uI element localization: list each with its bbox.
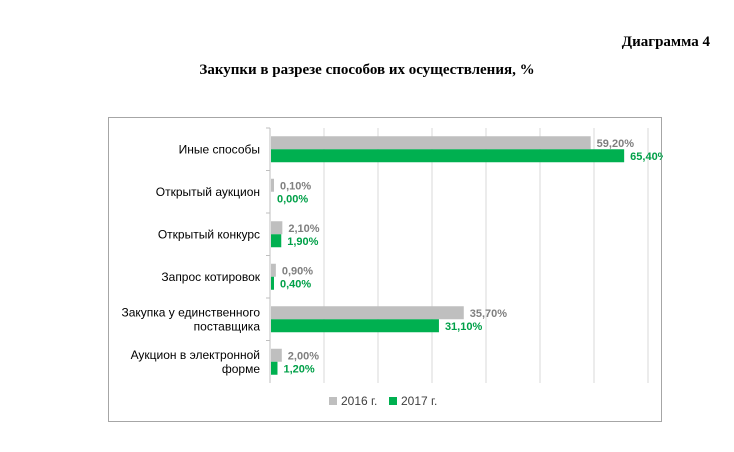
bar-series1 [271, 263, 276, 277]
data-label: 0,90% [282, 265, 313, 277]
data-label: 0,10% [280, 180, 311, 192]
gridlines [323, 128, 649, 383]
chart-title: Закупки в разрезе способов их осуществле… [199, 62, 535, 78]
category-label: Открытый аукцион [156, 185, 260, 199]
bar-series2 [271, 234, 282, 248]
legend-label: 2016 г. [341, 394, 377, 408]
bar-series1 [271, 178, 274, 192]
data-label: 0,40% [280, 278, 311, 290]
data-label: 31,10% [445, 321, 483, 333]
category-label: Аукцион в электронной форме [131, 348, 261, 376]
bar-series2 [271, 361, 278, 375]
data-label: 1,90% [287, 236, 318, 248]
bar-series1 [271, 136, 591, 150]
bar-series1 [271, 348, 282, 362]
data-label: 0,00% [277, 193, 308, 205]
category-label: Запрос котировок [161, 270, 260, 284]
bar-series1 [271, 306, 464, 320]
bar-series2 [271, 276, 274, 290]
bar-series2 [271, 149, 625, 163]
data-label: 59,20% [597, 138, 635, 150]
bar-chart: Иные способы 59,20%65,40% Открытый аукцион… [121, 127, 663, 408]
legend-swatch [329, 397, 337, 405]
data-label: 2,10% [288, 223, 319, 235]
bar-series1 [271, 221, 283, 235]
chart-area: Иные способы 59,20%65,40% Открытый аукцион… [108, 117, 663, 422]
legend-swatch [389, 397, 397, 405]
diagram-caption: Диаграмма 4 [621, 34, 710, 50]
bar-series2 [271, 319, 439, 333]
legend: 2016 г. 2017 г. [329, 394, 437, 408]
category-label: Закупка у единственного поставщика [121, 305, 260, 333]
legend-label: 2017 г. [401, 394, 437, 408]
category-label: Открытый конкурс [158, 227, 260, 241]
data-label: 2,00% [288, 350, 319, 362]
data-label: 65,40% [630, 151, 663, 163]
data-label: 35,70% [470, 308, 508, 320]
category-label: Иные способы [179, 142, 260, 156]
data-label: 1,20% [283, 363, 314, 375]
